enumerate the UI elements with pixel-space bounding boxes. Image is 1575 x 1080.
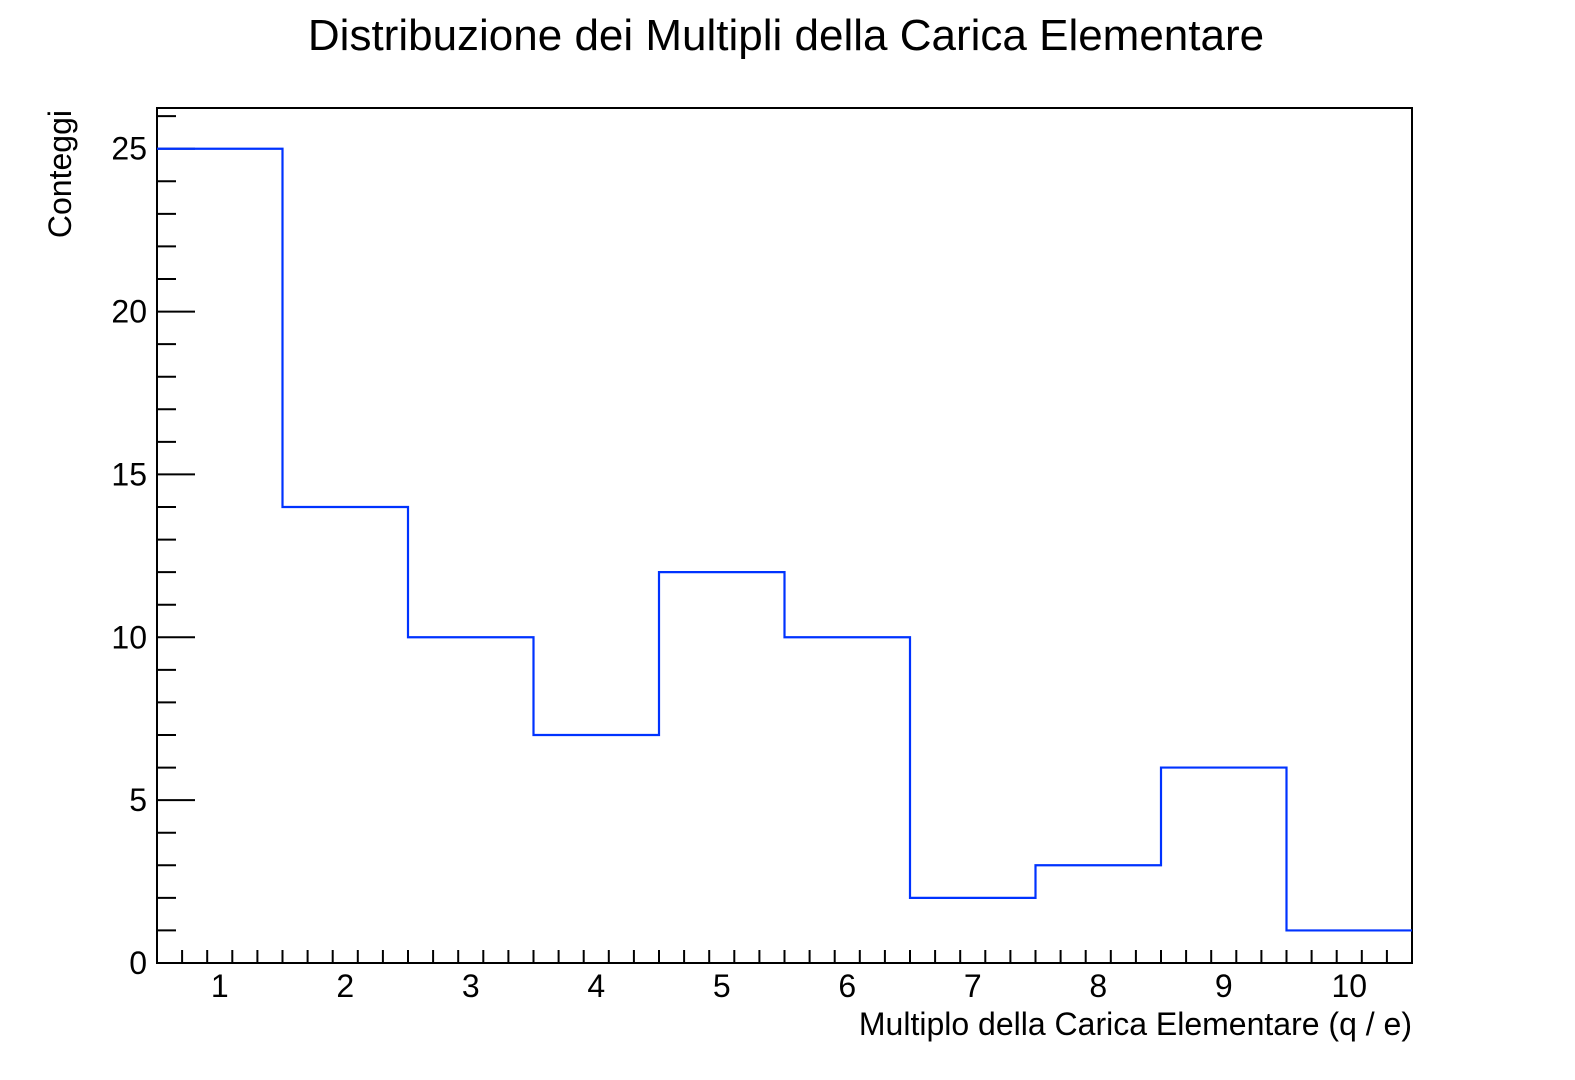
x-tick-label: 6 — [838, 968, 856, 1004]
x-tick-label: 5 — [713, 968, 731, 1004]
x-tick-label: 3 — [462, 968, 480, 1004]
histogram-bin-10 — [1287, 930, 1413, 963]
y-tick-label: 5 — [129, 782, 147, 818]
x-tick-label: 10 — [1331, 968, 1367, 1004]
histogram-bin-2 — [283, 507, 409, 963]
x-tick-label: 1 — [211, 968, 229, 1004]
x-tick-label: 4 — [587, 968, 605, 1004]
x-tick-label: 7 — [964, 968, 982, 1004]
y-axis-title: Conteggi — [42, 110, 78, 238]
histogram-bin-9 — [1161, 768, 1287, 963]
y-tick-label: 25 — [111, 131, 147, 167]
y-tick-label: 20 — [111, 294, 147, 330]
tick-labels: 0 5 10 15 20 25 1 2 3 4 5 6 7 8 9 10 — [111, 131, 1367, 1004]
axes — [156, 107, 1413, 964]
histogram-bin-1 — [157, 149, 283, 963]
y-tick-label: 0 — [129, 945, 147, 981]
histogram-bin-3 — [408, 637, 534, 963]
x-tick-label: 9 — [1215, 968, 1233, 1004]
histogram-bin-5 — [659, 572, 785, 963]
histogram-outline — [157, 147, 1412, 932]
chart-title: Distribuzione dei Multipli della Carica … — [308, 11, 1264, 60]
x-tick-label: 8 — [1089, 968, 1107, 1004]
histogram-bin-4 — [534, 735, 660, 963]
x-axis-title: Multiplo della Carica Elementare (q / e) — [859, 1006, 1412, 1042]
histogram-series — [157, 147, 1413, 963]
x-tick-label: 2 — [336, 968, 354, 1004]
y-tick-label: 10 — [111, 619, 147, 655]
histogram-bin-7 — [910, 898, 1036, 963]
histogram-bin-6 — [785, 637, 911, 963]
histogram-bin-8 — [1036, 865, 1162, 963]
y-tick-label: 15 — [111, 456, 147, 492]
